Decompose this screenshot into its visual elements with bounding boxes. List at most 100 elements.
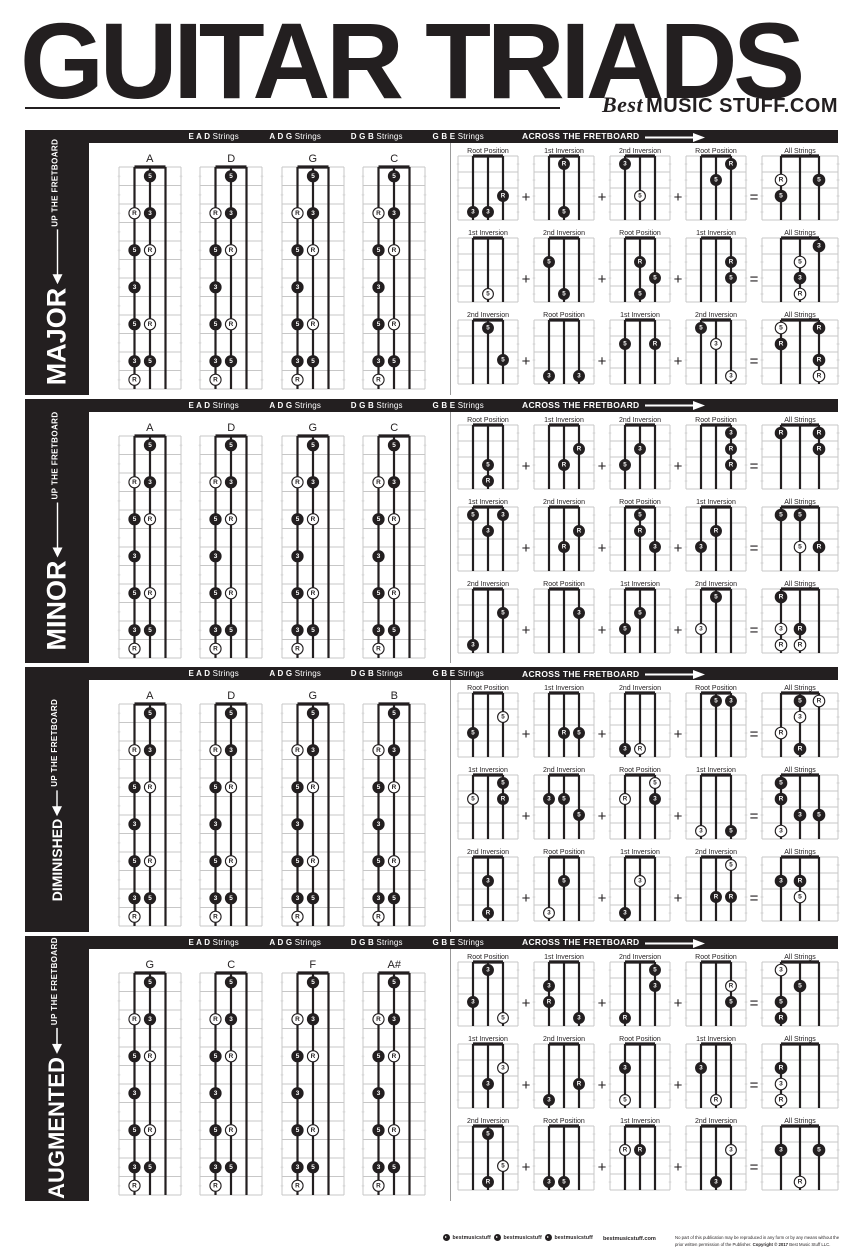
svg-text:5: 5	[798, 894, 802, 901]
svg-text:R: R	[295, 645, 300, 652]
svg-text:5: 5	[729, 275, 733, 282]
svg-text:R: R	[229, 1053, 234, 1060]
svg-text:3: 3	[714, 1179, 718, 1186]
svg-text:3: 3	[779, 1081, 783, 1088]
svg-text:R: R	[310, 515, 315, 522]
svg-text:5: 5	[501, 1015, 505, 1022]
svg-text:3: 3	[547, 1179, 551, 1186]
svg-text:5: 5	[817, 812, 821, 819]
svg-text:3: 3	[779, 1147, 783, 1154]
svg-text:5: 5	[501, 1163, 505, 1170]
svg-text:R: R	[638, 746, 643, 753]
svg-text:R: R	[147, 784, 152, 791]
svg-text:R: R	[729, 445, 734, 452]
svg-text:3: 3	[392, 478, 396, 485]
svg-text:R: R	[392, 1053, 397, 1060]
svg-text:3: 3	[392, 1016, 396, 1023]
svg-text:R: R	[132, 1016, 137, 1023]
svg-text:5: 5	[148, 979, 152, 986]
svg-text:R: R	[798, 746, 803, 753]
svg-text:R: R	[798, 291, 803, 298]
svg-text:R: R	[132, 747, 137, 754]
svg-text:5: 5	[562, 878, 566, 885]
svg-text:3: 3	[547, 1097, 551, 1104]
svg-text:3: 3	[699, 828, 703, 835]
svg-text:R: R	[817, 429, 822, 436]
svg-text:3: 3	[229, 747, 233, 754]
svg-text:3: 3	[295, 821, 299, 828]
svg-text:3: 3	[311, 747, 315, 754]
svg-text:3: 3	[377, 821, 381, 828]
svg-text:3: 3	[214, 1090, 218, 1097]
svg-text:5: 5	[229, 626, 233, 633]
svg-text:5: 5	[214, 1053, 218, 1060]
svg-text:R: R	[562, 730, 567, 737]
svg-text:5: 5	[779, 780, 783, 787]
svg-text:R: R	[132, 376, 137, 383]
svg-text:5: 5	[311, 626, 315, 633]
svg-text:3: 3	[295, 358, 299, 365]
svg-text:R: R	[562, 543, 567, 550]
svg-text:3: 3	[377, 358, 381, 365]
svg-text:3: 3	[214, 895, 218, 902]
svg-text:5: 5	[817, 177, 821, 184]
svg-text:R: R	[213, 376, 218, 383]
svg-text:5: 5	[229, 710, 233, 717]
svg-text:3: 3	[295, 284, 299, 291]
svg-text:R: R	[577, 445, 582, 452]
svg-text:R: R	[310, 858, 315, 865]
svg-text:3: 3	[577, 373, 581, 380]
svg-text:R: R	[714, 1097, 719, 1104]
svg-text:5: 5	[132, 784, 136, 791]
svg-text:5: 5	[229, 441, 233, 448]
svg-text:5: 5	[729, 862, 733, 869]
svg-text:R: R	[779, 341, 784, 348]
svg-text:5: 5	[377, 515, 381, 522]
svg-text:5: 5	[577, 730, 581, 737]
svg-text:5: 5	[486, 461, 490, 468]
svg-text:5: 5	[779, 999, 783, 1006]
svg-text:5: 5	[714, 593, 718, 600]
svg-text:5: 5	[471, 796, 475, 803]
svg-text:5: 5	[229, 1164, 233, 1171]
svg-text:3: 3	[132, 1090, 136, 1097]
svg-text:R: R	[817, 543, 822, 550]
svg-text:R: R	[295, 1016, 300, 1023]
svg-text:5: 5	[577, 812, 581, 819]
svg-text:5: 5	[729, 999, 733, 1006]
svg-text:R: R	[392, 247, 397, 254]
svg-text:3: 3	[377, 552, 381, 559]
svg-text:5: 5	[817, 1147, 821, 1154]
svg-text:5: 5	[132, 515, 136, 522]
svg-text:3: 3	[148, 210, 152, 217]
svg-text:5: 5	[295, 1053, 299, 1060]
svg-text:R: R	[229, 321, 234, 328]
svg-text:3: 3	[623, 161, 627, 168]
svg-text:R: R	[147, 515, 152, 522]
svg-text:3: 3	[653, 983, 657, 990]
svg-text:3: 3	[377, 626, 381, 633]
svg-text:3: 3	[577, 1015, 581, 1022]
svg-text:5: 5	[392, 626, 396, 633]
svg-text:R: R	[779, 641, 784, 648]
svg-text:5: 5	[311, 710, 315, 717]
svg-text:R: R	[295, 376, 300, 383]
svg-text:3: 3	[471, 209, 475, 216]
svg-text:5: 5	[132, 1127, 136, 1134]
svg-text:R: R	[817, 357, 822, 364]
svg-text:R: R	[295, 914, 300, 921]
svg-text:5: 5	[623, 341, 627, 348]
svg-text:5: 5	[148, 626, 152, 633]
svg-text:R: R	[213, 914, 218, 921]
svg-text:3: 3	[229, 478, 233, 485]
svg-text:R: R	[392, 515, 397, 522]
svg-text:R: R	[392, 589, 397, 596]
svg-text:5: 5	[377, 247, 381, 254]
svg-text:3: 3	[214, 1164, 218, 1171]
svg-text:5: 5	[653, 967, 657, 974]
svg-text:3: 3	[295, 626, 299, 633]
svg-text:5: 5	[392, 358, 396, 365]
svg-text:5: 5	[798, 543, 802, 550]
svg-text:5: 5	[214, 1127, 218, 1134]
svg-text:5: 5	[148, 173, 152, 180]
